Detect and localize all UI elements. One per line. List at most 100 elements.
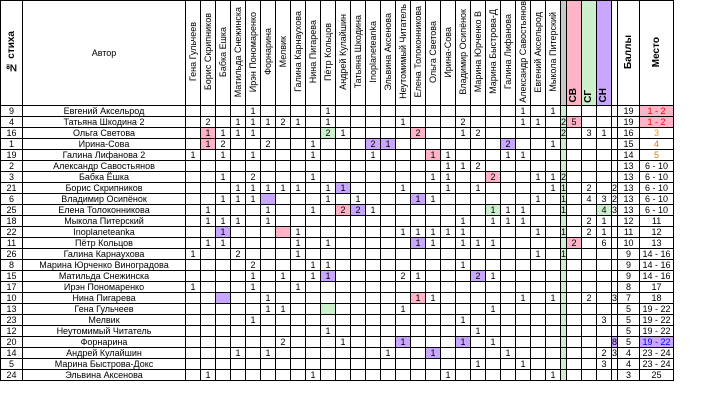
juror-score-cell (305, 115, 321, 128)
extra-score-cell (566, 280, 583, 293)
juror-score-cell (485, 357, 501, 370)
juror-score-cell: 1 (290, 247, 306, 260)
extra-score-cell (596, 247, 613, 260)
juror-score-cell (530, 291, 546, 304)
juror-score-cell (350, 236, 366, 249)
juror-score-cell (470, 280, 486, 293)
juror-score-cell (485, 346, 501, 359)
juror-score-cell (545, 346, 561, 359)
juror-score-cell (200, 324, 216, 337)
juror-score-cell: 1 (515, 104, 531, 117)
juror-score-cell (515, 126, 531, 139)
juror-score-cell (185, 335, 201, 348)
header-juror: Бабка Ешка (215, 0, 231, 106)
juror-score-cell (380, 280, 396, 293)
juror-score-cell (365, 313, 381, 326)
place: 14 - 16 (639, 258, 675, 271)
juror-score-cell: 1 (275, 269, 291, 282)
juror-score-cell: 1 (440, 181, 456, 194)
juror-score-cell (335, 346, 351, 359)
juror-score-cell (335, 258, 351, 271)
juror-score-cell (485, 137, 501, 150)
juror-score-cell (230, 258, 246, 271)
juror-score-cell (245, 357, 261, 370)
total-score: 16 (617, 126, 641, 139)
total-score: 5 (617, 324, 641, 337)
header-juror-label: Ирэн Пономаренко (248, 11, 258, 92)
extra-score-cell (566, 214, 583, 227)
header-juror: Александр Савостьянов (515, 0, 531, 106)
author-name: Евгений Аксельрод (22, 104, 186, 117)
author-name: Марина Быстрова-Докс (22, 357, 186, 370)
author-name: Неутомимый Читатель (22, 324, 186, 337)
juror-score-cell (380, 368, 396, 381)
juror-score-cell: 1 (185, 148, 201, 161)
juror-score-cell (185, 357, 201, 370)
extra-score-cell (581, 159, 598, 172)
juror-score-cell: 1 (440, 148, 456, 161)
table-row: 20 Форнарина 2 1 1 1 1 8 5 19 - 22 (0, 335, 675, 348)
table-row: 4 Татьяна Шкодина 2 2 1 1 1 2 1 1 1 2 1 1 2 5 19 1 - 2 (0, 115, 675, 128)
header-juror: Ольга Светова (425, 0, 441, 106)
juror-score-cell: 1 (260, 203, 276, 216)
total-score: 13 (617, 192, 641, 205)
header-juror-label: Ольга Светова (428, 20, 438, 83)
juror-score-cell (245, 247, 261, 260)
juror-score-cell (485, 368, 501, 381)
juror-score-cell: 1 (395, 181, 411, 194)
juror-score-cell (530, 137, 546, 150)
juror-score-cell: 1 (260, 346, 276, 359)
juror-score-cell (470, 170, 486, 183)
extra-score-cell (596, 137, 613, 150)
gap-cell (559, 368, 568, 381)
juror-score-cell (365, 247, 381, 260)
juror-score-cell (410, 302, 426, 315)
juror-score-cell (200, 192, 216, 205)
place: 25 (639, 368, 675, 381)
header-juror: Мелвик (275, 0, 291, 106)
juror-score-cell (500, 247, 516, 260)
poem-number: 13 (0, 302, 23, 315)
juror-score-cell (425, 302, 441, 315)
juror-score-cell: 1 (320, 236, 336, 249)
juror-score-cell (440, 214, 456, 227)
juror-score-cell (425, 137, 441, 150)
juror-score-cell: 1 (440, 170, 456, 183)
juror-score-cell (275, 247, 291, 260)
extra-score-cell (581, 324, 598, 337)
juror-score-cell (245, 368, 261, 381)
header-juror-label: Бабка Ешка (218, 26, 228, 77)
juror-score-cell (440, 269, 456, 282)
juror-score-cell: 1 (245, 313, 261, 326)
juror-score-cell (215, 302, 231, 315)
juror-score-cell: 1 (545, 170, 561, 183)
juror-score-cell (335, 192, 351, 205)
juror-score-cell: 1 (260, 214, 276, 227)
juror-score-cell: 1 (425, 148, 441, 161)
juror-score-cell (185, 181, 201, 194)
header-juror-label: Мыкола Питерский (548, 12, 558, 92)
juror-score-cell (395, 258, 411, 271)
juror-score-cell (515, 159, 531, 172)
place: 14 - 16 (639, 269, 675, 282)
juror-score-cell (455, 137, 471, 150)
juror-score-cell (275, 324, 291, 337)
juror-score-cell (260, 159, 276, 172)
juror-score-cell (305, 324, 321, 337)
place: 18 (639, 291, 675, 304)
juror-score-cell (185, 291, 201, 304)
juror-score-cell (230, 236, 246, 249)
juror-score-cell: 1 (275, 181, 291, 194)
juror-score-cell: 1 (320, 115, 336, 128)
juror-score-cell (290, 346, 306, 359)
juror-score-cell (470, 115, 486, 128)
juror-score-cell (230, 170, 246, 183)
juror-score-cell (260, 236, 276, 249)
header-place: Место (639, 0, 675, 106)
juror-score-cell (515, 335, 531, 348)
juror-score-cell (545, 280, 561, 293)
extra-score-cell: 3 (596, 357, 613, 370)
juror-score-cell (530, 126, 546, 139)
juror-score-cell (260, 148, 276, 161)
juror-score-cell: 1 (455, 159, 471, 172)
